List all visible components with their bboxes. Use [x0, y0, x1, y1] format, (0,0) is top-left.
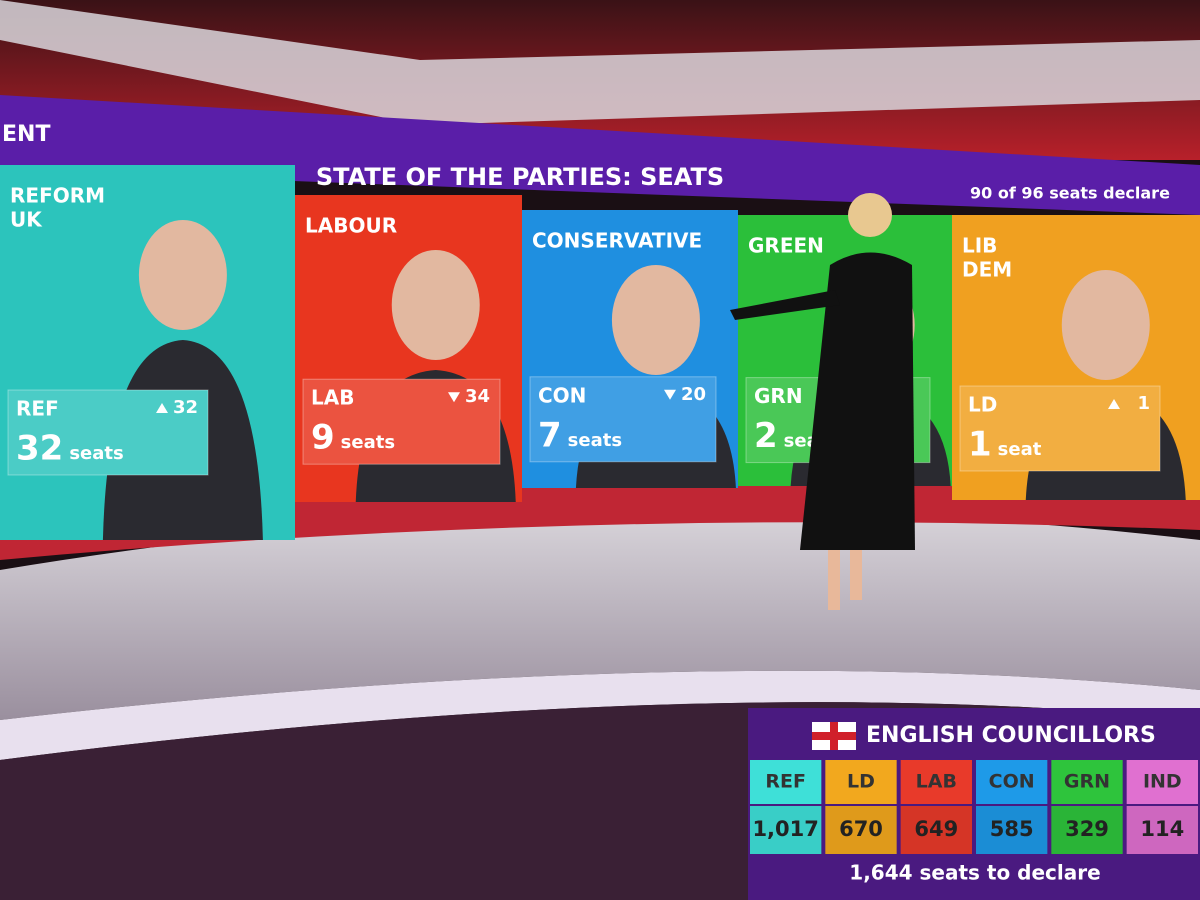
party-abbr: REF — [16, 397, 59, 421]
column-header-cell — [976, 760, 1048, 804]
seat-count: 7 — [538, 415, 562, 455]
party-panel: CONSERVATIVE CON 20 7 seats — [522, 210, 738, 488]
portrait-head — [1061, 270, 1150, 380]
column-count: 114 — [1140, 817, 1184, 841]
presenter — [730, 193, 915, 610]
change-arrow — [664, 389, 676, 400]
seat-change: 1 — [1137, 393, 1150, 414]
column-header-cell — [1051, 760, 1123, 804]
column-abbr: GRN — [1064, 771, 1110, 793]
seat-change: 34 — [465, 386, 490, 407]
seat-change: 32 — [173, 397, 198, 418]
seat-change: 20 — [681, 384, 706, 405]
seat-unit: seats — [568, 430, 622, 451]
seat-unit: seats — [69, 443, 123, 464]
column-abbr: IND — [1143, 771, 1182, 793]
column-abbr: CON — [989, 771, 1035, 793]
column-count: 670 — [839, 817, 883, 841]
party-name: REFORM — [10, 184, 105, 208]
info-box — [959, 385, 1161, 472]
party-name: DEM — [962, 258, 1012, 282]
column-count: 585 — [990, 817, 1034, 841]
value-cell-tint — [825, 806, 897, 854]
party-abbr: LAB — [311, 386, 354, 410]
portrait-head — [138, 220, 227, 330]
seat-count: 1 — [968, 425, 992, 465]
column-count: 329 — [1065, 817, 1109, 841]
info-box-tint — [960, 386, 1160, 471]
value-cell-tint — [1126, 806, 1198, 854]
party-name: UK — [10, 208, 43, 232]
info-box — [7, 389, 209, 476]
column-count: 649 — [914, 817, 958, 841]
party-name: LABOUR — [305, 214, 397, 238]
column-value-cell — [750, 806, 822, 854]
table-footer: 1,644 seats to declare — [849, 861, 1100, 885]
party-name: GREEN — [748, 234, 824, 258]
party-abbr: GRN — [754, 384, 803, 408]
councillors-table: ENGLISH COUNCILLORS 1,644 seats to decla… — [748, 708, 1200, 900]
party-name: CONSERVATIVE — [532, 229, 702, 253]
column-value-cell — [1051, 806, 1123, 854]
info-box — [302, 378, 501, 465]
party-panel: LABOUR LAB 34 9 seats — [295, 195, 522, 502]
value-cell-tint — [976, 806, 1048, 854]
wall-title: STATE OF THE PARTIES: SEATS — [316, 163, 724, 191]
column-abbr: LD — [847, 771, 875, 793]
column-abbr: LAB — [916, 771, 957, 793]
info-box-tint — [8, 390, 208, 475]
seat-count: 32 — [16, 429, 63, 469]
change-arrow — [156, 403, 168, 413]
value-cell-tint — [900, 806, 972, 854]
flag-cross — [812, 732, 856, 740]
seat-unit: seats — [341, 432, 395, 453]
column-value-cell — [825, 806, 897, 854]
info-box-tint — [303, 379, 500, 465]
seat-count: 2 — [754, 416, 778, 456]
info-box — [529, 376, 717, 463]
value-cell-tint — [750, 806, 822, 854]
ceiling-light — [0, 0, 1200, 125]
portrait-head — [391, 250, 480, 360]
column-header-cell — [825, 760, 897, 804]
header-band — [0, 95, 1200, 215]
studio-floor — [0, 511, 1200, 720]
column-header-cell — [750, 760, 822, 804]
floor-edge-light — [0, 670, 1200, 760]
column-header-cell — [1126, 760, 1198, 804]
change-arrow — [448, 392, 460, 403]
table-title: ENGLISH COUNCILLORS — [866, 723, 1156, 748]
column-value-cell — [976, 806, 1048, 854]
value-cell-tint — [1051, 806, 1123, 854]
seat-unit: seat — [998, 439, 1042, 460]
declared-status: 90 of 96 seats declare — [970, 184, 1170, 203]
column-count: 1,017 — [752, 817, 818, 841]
column-value-cell — [1126, 806, 1198, 854]
change-arrow — [1108, 399, 1120, 409]
column-abbr: REF — [765, 771, 806, 793]
party-name: LIB — [962, 234, 997, 258]
corner-text: ENT — [2, 122, 50, 147]
seat-count: 9 — [311, 418, 335, 458]
column-header-cell — [900, 760, 972, 804]
party-abbr: LD — [968, 393, 997, 417]
portrait-head — [611, 265, 700, 375]
info-box-tint — [530, 376, 716, 462]
party-abbr: CON — [538, 383, 586, 407]
column-value-cell — [900, 806, 972, 854]
